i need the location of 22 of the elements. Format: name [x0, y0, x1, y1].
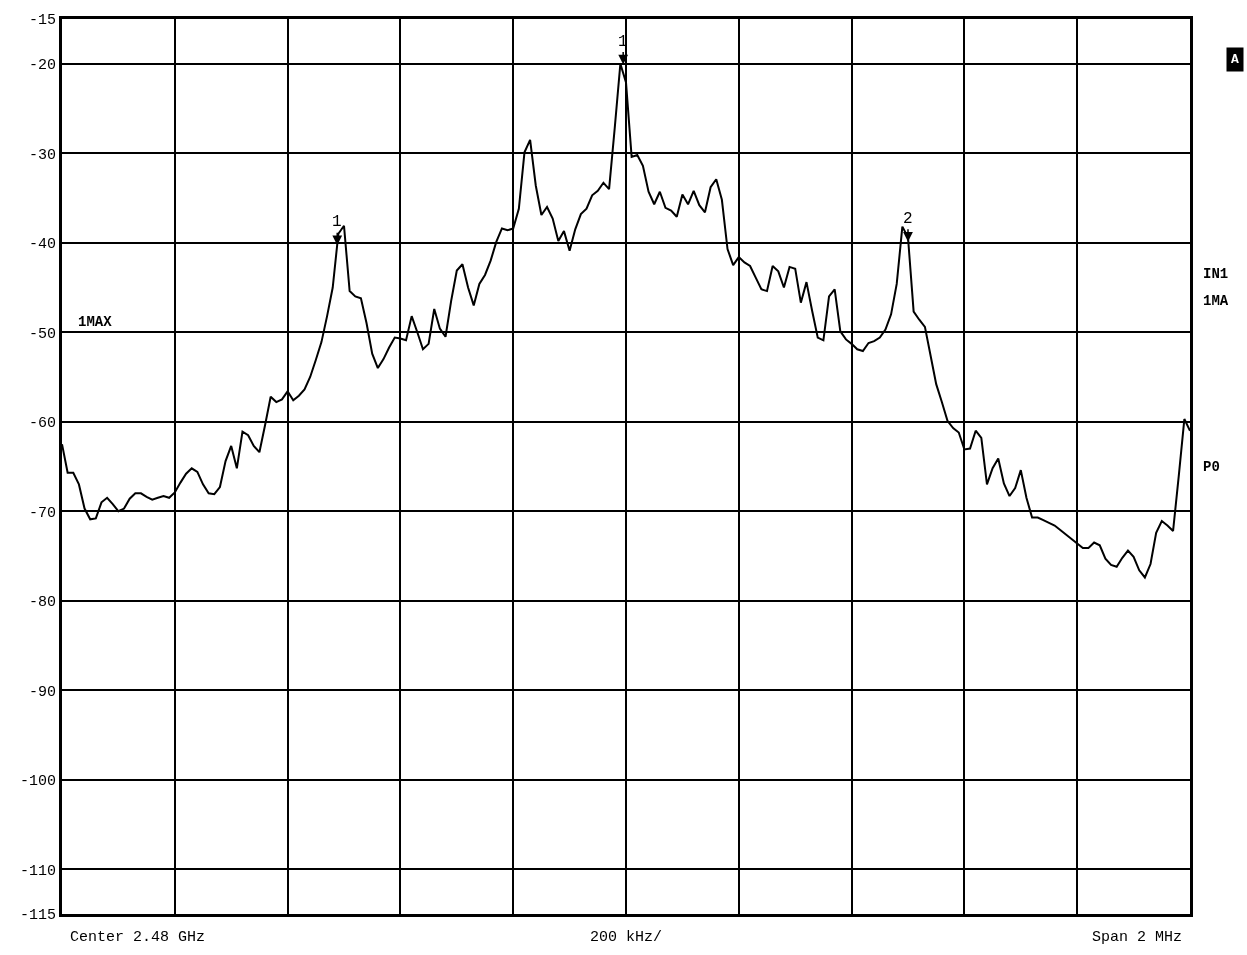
text: 200 kHz/ — [590, 929, 663, 946]
y-tick-label: -20 — [28, 57, 56, 74]
text: 1MA — [1203, 293, 1229, 309]
text: A — [1231, 52, 1239, 67]
y-tick-label: -70 — [28, 504, 56, 522]
text: IN1 — [1203, 266, 1229, 282]
y-tick-label: -90 — [28, 683, 56, 701]
annotation: 1MAX — [78, 314, 113, 330]
y-tick-label: -110 — [19, 862, 56, 880]
y-tick-label: -80 — [28, 594, 56, 611]
y-tick-label: -40 — [28, 236, 56, 253]
text: P0 — [1203, 459, 1220, 475]
y-tick-label: -115 — [19, 907, 56, 925]
text: Center 2.48 GHz — [70, 929, 206, 946]
annotation: 1 — [332, 213, 342, 231]
y-tick-label: -60 — [28, 415, 56, 432]
y-tick-label: -15 — [28, 12, 56, 30]
annotation: 2 — [903, 210, 913, 228]
y-tick-label: -50 — [28, 325, 56, 343]
y-tick-label: -100 — [19, 773, 56, 790]
y-tick-label: -30 — [28, 146, 56, 164]
text: Span 2 MHz — [1092, 929, 1183, 946]
